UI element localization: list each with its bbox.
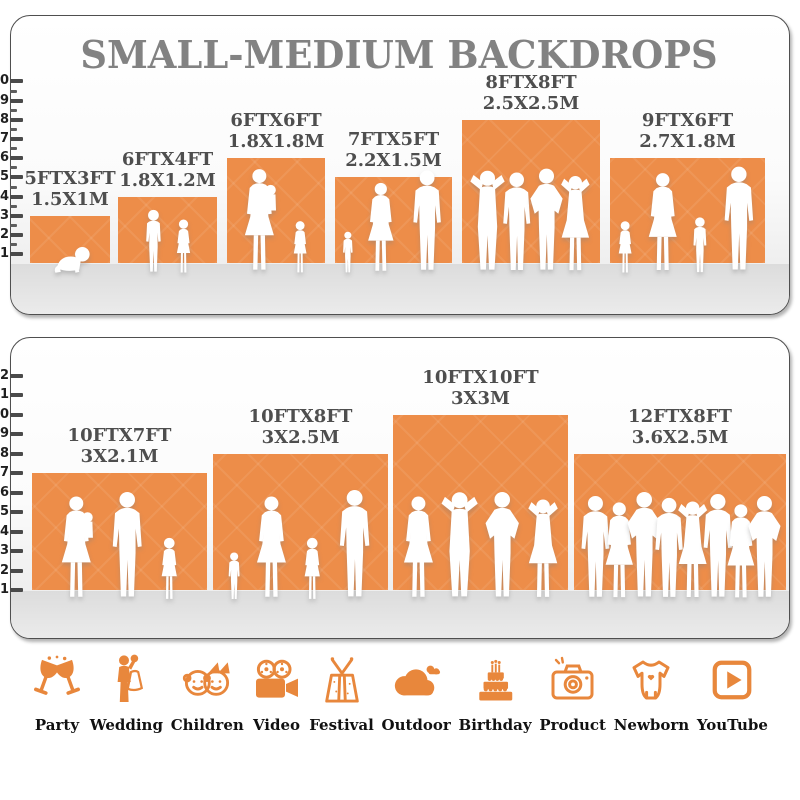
ruler-number: 2 [0,227,9,242]
ruler-number: 5 [0,169,9,185]
category-birthday: Birthday [459,652,532,734]
ruler-number: 1 [0,246,9,262]
ruler-number: 9 [0,92,9,108]
floor-bottom [11,591,789,638]
children-icon [182,652,232,708]
category-label: Birthday [458,716,532,734]
ruler-number: 1 [0,582,9,597]
ruler-number: 7 [0,131,9,146]
ruler-number: 5 [0,504,9,519]
panel-small-medium-bottom [10,337,790,639]
category-outdoor: Outdoor [382,652,451,734]
category-label: Festival [309,716,374,734]
ruler-number: 6 [0,484,9,500]
party-icon [32,652,82,708]
category-label: YouTube [696,716,768,734]
category-festival: Festival [309,652,374,734]
ruler-number: 10 [0,406,9,422]
ruler-number: 4 [0,523,9,539]
category-label: Outdoor [381,716,451,734]
category-label: Party [34,716,80,734]
category-children: Children [171,652,244,734]
category-label: Video [252,716,301,734]
category-youtube: YouTube [697,652,768,734]
category-wedding: Wedding [90,652,163,734]
category-label: Product [539,716,606,734]
ruler-number: 2 [0,562,9,578]
category-row: Party Wedding Children Video [10,652,790,734]
ruler-number: 3 [0,543,9,558]
ruler-number: 4 [0,188,9,204]
category-label: Newborn [613,716,690,734]
ruler-number: 9 [0,426,9,441]
ruler-number: 7 [0,465,9,480]
floor-top [11,264,789,314]
category-label: Children [170,716,244,734]
ruler-number: 11 [0,387,9,402]
ruler-number: 8 [0,111,9,127]
category-video: Video [252,652,302,734]
category-party: Party [32,652,82,734]
category-product: Product [539,652,606,734]
youtube-icon [707,652,757,708]
ruler-number: 8 [0,445,9,461]
ruler-number: 10 [0,73,9,89]
newborn-icon [626,652,676,708]
ruler-number: 6 [0,150,9,166]
ruler-number: 3 [0,207,9,223]
product-icon [548,652,598,708]
ruler-number: 12 [0,367,9,383]
birthday-icon [470,652,520,708]
wedding-icon [101,652,151,708]
category-newborn: Newborn [614,652,689,734]
page-title: SMALL-MEDIUM BACKDROPS [80,32,718,77]
outdoor-icon [391,652,441,708]
festival-icon [317,652,367,708]
category-label: Wedding [89,716,163,734]
video-icon [252,652,302,708]
